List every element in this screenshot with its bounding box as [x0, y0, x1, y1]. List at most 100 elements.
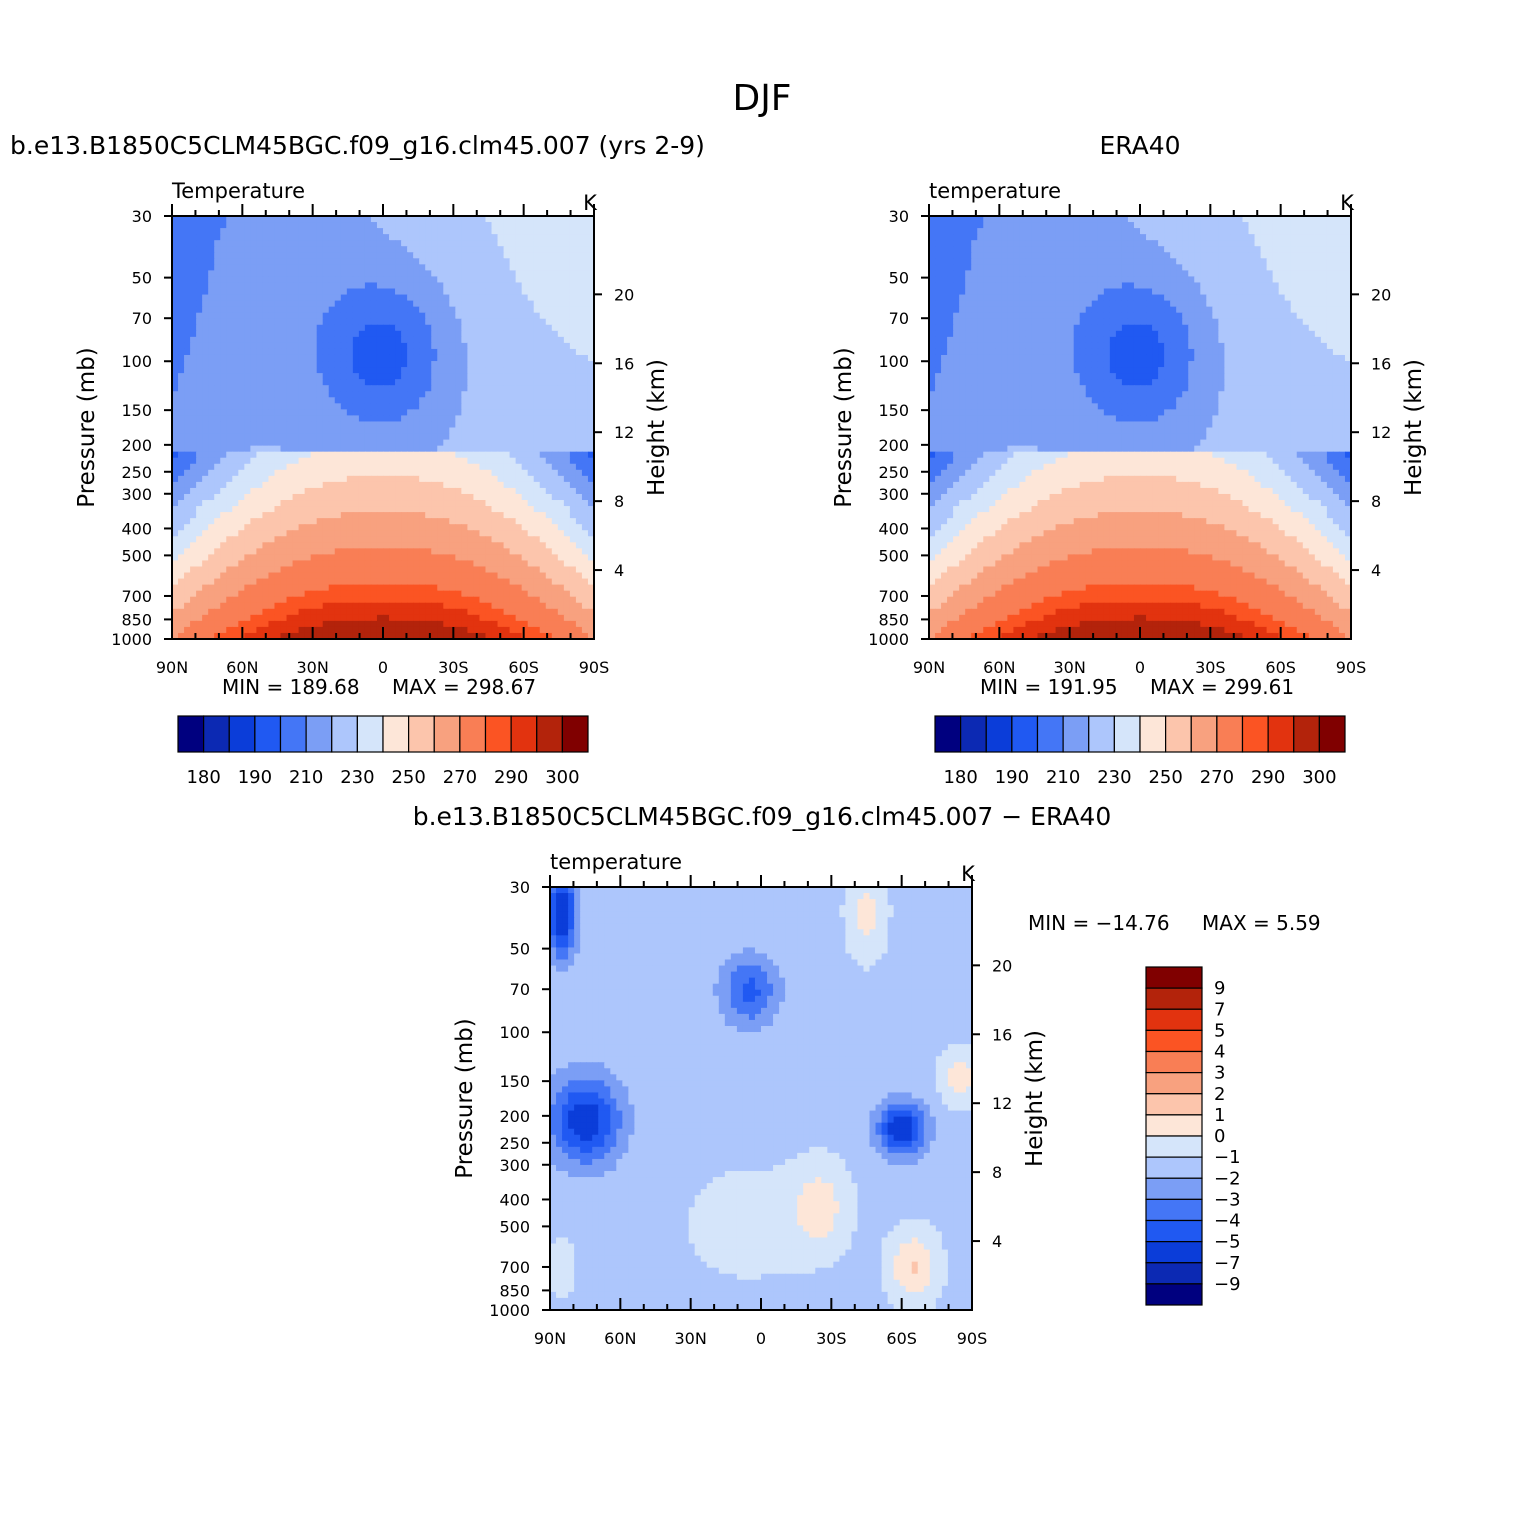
contour-cell: [172, 560, 179, 568]
contour-cell: [268, 451, 276, 459]
contour-cell: [358, 566, 366, 574]
contour-cell: [479, 222, 487, 229]
contour-cell: [172, 216, 179, 223]
contour-cell: [449, 415, 456, 423]
contour-cell: [334, 506, 342, 513]
contour-cell: [244, 354, 251, 362]
contour-cell: [238, 306, 245, 314]
contour-cell: [569, 451, 577, 459]
contour-cell: [316, 632, 324, 640]
contour-cell: [431, 481, 438, 489]
contour-cell: [503, 312, 511, 320]
contour-cell: [383, 445, 390, 453]
contour-cell: [413, 288, 420, 296]
contour-cell: [575, 216, 583, 223]
contour-cell: [352, 590, 360, 598]
contour-cell: [190, 270, 197, 278]
contour-cell: [178, 421, 185, 429]
contour-cell: [497, 415, 505, 423]
x-tick-label: 60N: [226, 658, 258, 677]
contour-cell: [443, 596, 450, 604]
contour-cell: [419, 548, 426, 555]
contour-cell: [575, 578, 583, 586]
contour-cell: [521, 409, 529, 417]
contour-cell: [413, 240, 420, 247]
contour-cell: [310, 578, 318, 586]
contour-cell: [515, 258, 523, 265]
contour-cell: [533, 469, 541, 477]
contour-cell: [376, 258, 384, 265]
contour-cell: [401, 439, 408, 447]
contour-cell: [569, 318, 577, 326]
contour-cell: [274, 270, 282, 278]
contour-cell: [172, 312, 179, 320]
contour-cell: [334, 330, 342, 338]
contour-cell: [244, 518, 251, 525]
contour-cell: [214, 282, 221, 290]
contour-cell: [262, 590, 270, 598]
contour-cell: [370, 536, 378, 543]
contour-cell: [395, 451, 402, 459]
contour-cell: [545, 548, 553, 555]
contour-cell: [455, 336, 462, 344]
contour-cell: [322, 348, 330, 356]
contour-cell: [557, 361, 565, 368]
contour-cell: [383, 524, 390, 531]
contour-cell: [280, 596, 288, 604]
contour-cell: [431, 354, 438, 362]
contour-cell: [358, 608, 366, 616]
contour-cell: [328, 306, 336, 314]
contour-cell: [286, 403, 294, 410]
contour-cell: [443, 318, 450, 326]
contour-cell: [310, 391, 318, 398]
contour-cell: [238, 457, 245, 465]
contour-cell: [274, 626, 282, 634]
contour-cell: [557, 530, 565, 537]
contour-cell: [190, 481, 197, 489]
contour-cell: [376, 240, 384, 247]
contour-cell: [443, 626, 450, 634]
contour-cell: [256, 548, 264, 555]
contour-cell: [334, 530, 342, 537]
contour-cell: [202, 234, 209, 241]
contour-cell: [563, 518, 571, 525]
contour-cell: [250, 228, 257, 235]
contour-cell: [533, 427, 541, 435]
contour-cell: [352, 487, 360, 495]
contour-cell: [226, 608, 233, 616]
contour-cell: [551, 385, 559, 392]
contour-cell: [202, 463, 209, 471]
contour-cell: [190, 512, 197, 519]
contour-cell: [503, 475, 511, 483]
contour-cell: [268, 276, 276, 284]
contour-cell: [346, 524, 354, 531]
contour-cell: [485, 487, 493, 495]
contour-cell: [479, 560, 487, 568]
contour-cell: [328, 324, 336, 332]
contour-cell: [587, 240, 595, 247]
colorbar-swatch: [228, 715, 256, 753]
contour-cell: [202, 566, 209, 574]
contour-cell: [533, 590, 541, 598]
contour-cell: [268, 626, 276, 634]
contour-cell: [220, 463, 227, 471]
contour-cell: [419, 445, 426, 453]
contour-cell: [497, 469, 505, 477]
contour-cell: [431, 234, 438, 241]
contour-cell: [455, 596, 462, 604]
contour-cell: [395, 566, 402, 574]
contour-cell: [370, 578, 378, 586]
contour-cell: [467, 427, 475, 435]
contour-cell: [376, 608, 384, 616]
contour-cell: [467, 270, 475, 278]
contour-cell: [401, 312, 408, 320]
contour-cell: [509, 216, 517, 223]
contour-cell: [563, 361, 571, 368]
contour-cell: [208, 415, 215, 423]
contour-cell: [208, 385, 215, 392]
contour-cell: [473, 475, 481, 483]
contour-cell: [238, 506, 245, 513]
contour-cell: [575, 554, 583, 562]
contour-cell: [539, 590, 547, 598]
contour-cell: [334, 590, 342, 598]
